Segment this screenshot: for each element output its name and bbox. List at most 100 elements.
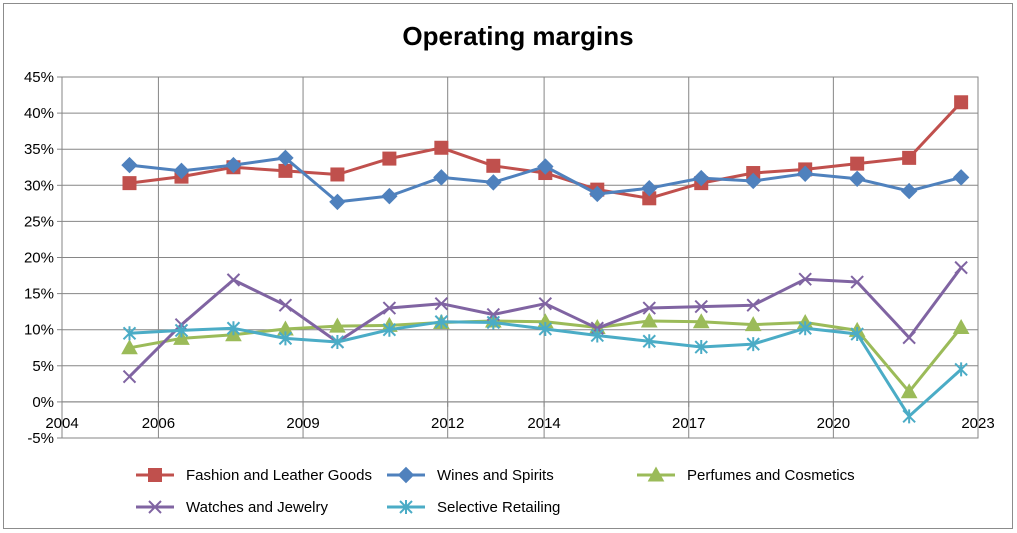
data-point <box>900 383 918 399</box>
chart-frame <box>3 3 1013 529</box>
data-point <box>848 170 866 188</box>
x-tick-label: 2017 <box>672 415 705 432</box>
data-point <box>121 339 138 355</box>
legend-marker <box>399 500 413 514</box>
data-point <box>382 322 397 337</box>
data-point <box>954 260 968 275</box>
data-point <box>278 298 293 312</box>
legend-label: Fashion and Leather Goods <box>186 467 372 484</box>
data-point <box>433 169 450 186</box>
data-point <box>902 150 917 165</box>
data-point <box>589 185 606 203</box>
legend: Fashion and Leather Goods Wines and Spiri… <box>136 466 855 516</box>
data-point <box>693 169 710 187</box>
y-tick-label: 15% <box>24 286 54 303</box>
data-point <box>122 326 137 341</box>
data-point <box>952 169 970 186</box>
legend-item: Perfumes and Cosmetics <box>637 466 855 484</box>
data-point <box>122 176 137 191</box>
legend-item: Selective Retailing <box>387 499 560 516</box>
data-point <box>382 301 397 315</box>
data-point <box>640 312 658 328</box>
data-point <box>538 321 553 336</box>
data-point <box>330 334 345 349</box>
y-tick-label: 0% <box>32 394 54 411</box>
data-point <box>173 329 190 345</box>
data-point <box>850 275 864 289</box>
data-point <box>745 172 762 190</box>
x-tick-label: 2004 <box>45 415 78 432</box>
data-point <box>329 193 346 211</box>
legend-item: Wines and Spirits <box>387 466 554 484</box>
y-tick-label: 10% <box>24 322 54 339</box>
data-point <box>434 314 449 329</box>
legend-marker <box>647 466 665 482</box>
data-point <box>122 369 137 384</box>
data-point <box>486 158 501 173</box>
data-point <box>900 182 918 200</box>
legend-label: Watches and Jewelry <box>186 499 329 516</box>
x-tick-label: 2023 <box>961 415 994 432</box>
data-point <box>746 298 760 312</box>
data-point <box>746 337 760 352</box>
data-point <box>434 297 449 311</box>
y-tick-label: 30% <box>24 177 54 194</box>
legend-label: Selective Retailing <box>437 499 560 516</box>
data-point <box>277 149 294 167</box>
data-point <box>850 327 864 342</box>
data-point <box>954 95 969 110</box>
data-point <box>226 273 241 287</box>
data-point <box>902 330 916 345</box>
series-selective-retailing <box>122 314 968 424</box>
y-tick-label: 45% <box>24 69 54 86</box>
data-point <box>694 299 708 314</box>
legend-label: Wines and Spirits <box>437 467 554 484</box>
series-line <box>129 101 963 200</box>
axes: -5% 0% 5% 10% 15% 20% 25% 30% 35% 40% 45% 2004 2006 2… <box>24 69 995 447</box>
data-point <box>537 158 554 175</box>
series-wines-and-spirits <box>121 149 970 211</box>
legend-marker <box>148 468 162 482</box>
x-tick-label: 2020 <box>817 415 850 432</box>
data-point <box>486 315 501 330</box>
data-point <box>278 331 293 346</box>
legend-marker <box>397 466 415 484</box>
data-point <box>538 297 553 311</box>
data-point <box>434 140 449 155</box>
data-point <box>798 321 812 336</box>
x-tick-label: 2009 <box>286 415 319 432</box>
x-tick-label: 2006 <box>142 415 175 432</box>
y-tick-label: 20% <box>24 250 54 267</box>
y-tick-label: 5% <box>32 358 54 375</box>
data-point <box>798 272 812 286</box>
data-point <box>796 165 814 182</box>
data-point <box>850 156 865 171</box>
data-point <box>174 323 189 338</box>
series-fashion-and-leather-goods <box>122 95 969 206</box>
legend-item: Fashion and Leather Goods <box>136 467 372 484</box>
y-tick-label: 35% <box>24 141 54 158</box>
x-tick-label: 2012 <box>431 415 464 432</box>
data-point <box>329 317 346 333</box>
data-point <box>694 340 708 355</box>
data-point <box>590 328 604 343</box>
data-point <box>642 334 656 349</box>
x-tick-label: 2014 <box>527 415 560 432</box>
chart-title: Operating margins <box>402 21 633 51</box>
y-tick-label: -5% <box>27 430 54 447</box>
data-point <box>330 167 345 182</box>
data-point <box>642 301 656 315</box>
data-point <box>485 174 502 191</box>
legend-item: Watches and Jewelry <box>136 499 329 516</box>
data-point <box>952 319 970 335</box>
data-point <box>381 187 398 205</box>
legend-label: Perfumes and Cosmetics <box>687 467 855 484</box>
data-point <box>225 156 242 174</box>
data-point <box>121 156 138 174</box>
data-point <box>692 313 710 329</box>
plot-area <box>121 95 970 424</box>
y-tick-label: 25% <box>24 213 54 230</box>
data-point <box>954 362 968 377</box>
grid <box>61 76 979 439</box>
